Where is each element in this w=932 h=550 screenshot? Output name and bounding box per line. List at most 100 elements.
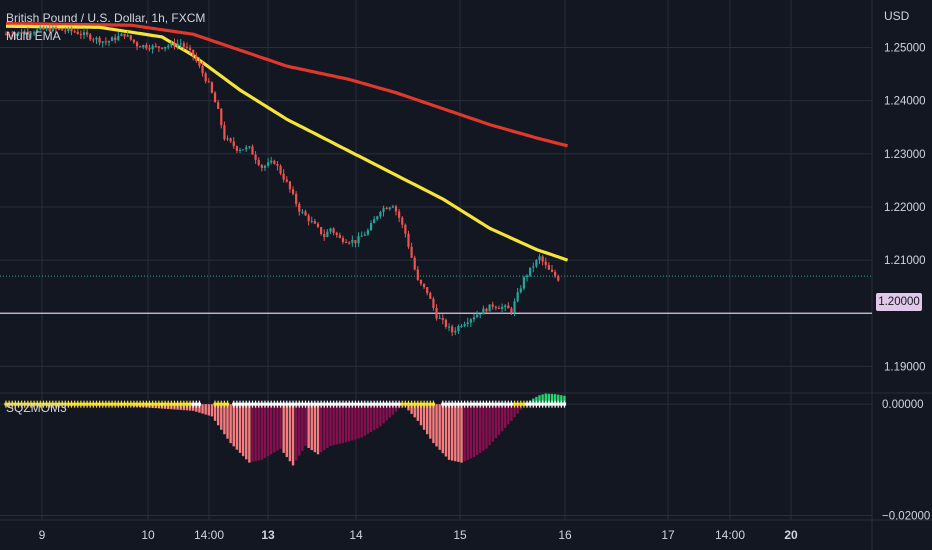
candle-body: [410, 246, 413, 258]
candle-body: [139, 46, 142, 48]
candle-body: [366, 230, 370, 235]
candle-body: [179, 43, 182, 45]
candle-body: [135, 42, 139, 47]
candle-body: [198, 61, 201, 66]
candle-body: [494, 306, 497, 308]
candle-body: [538, 256, 541, 261]
momentum-bar: [310, 404, 313, 451]
momentum-bar: [488, 404, 491, 446]
momentum-bar: [444, 404, 448, 457]
momentum-bar: [248, 404, 251, 463]
momentum-bar: [366, 404, 370, 434]
candle-body: [532, 266, 535, 268]
candle-body: [220, 108, 223, 126]
candle-body: [460, 326, 463, 328]
momentum-bar: [550, 393, 554, 405]
candle-body: [338, 234, 341, 239]
candle-body: [51, 27, 54, 32]
momentum-bar: [410, 404, 413, 414]
candle-body: [54, 27, 58, 30]
candle-body: [17, 31, 20, 34]
momentum-bar: [363, 404, 366, 436]
candle-body: [263, 165, 267, 168]
y-tick-label: 1.19000: [884, 361, 926, 373]
candle-body: [132, 39, 136, 43]
candle-body: [351, 240, 354, 243]
momentum-bar: [479, 404, 482, 453]
candle-body: [176, 43, 179, 47]
momentum-bar: [450, 404, 454, 461]
momentum-bar: [298, 404, 301, 456]
candle-body: [435, 307, 438, 319]
momentum-bar: [270, 404, 273, 455]
momentum-bar: [307, 404, 310, 449]
candle-body: [57, 29, 61, 31]
candle-body: [407, 233, 410, 247]
momentum-bar: [457, 404, 460, 462]
candle-body: [4, 34, 8, 36]
candle-body: [466, 322, 469, 325]
candle-body: [326, 231, 329, 238]
momentum-bar: [535, 396, 538, 405]
candle-body: [320, 227, 323, 235]
candle-body: [335, 232, 338, 235]
momentum-bar: [510, 404, 513, 421]
candle-body: [107, 41, 111, 43]
momentum-bar: [260, 404, 264, 460]
candle-body: [438, 318, 441, 320]
candle-body: [276, 163, 279, 166]
momentum-bar: [469, 404, 473, 459]
candle-body: [419, 279, 423, 284]
candle-body: [170, 42, 173, 46]
momentum-bar: [251, 404, 254, 462]
x-tick-label: 16: [558, 528, 572, 542]
momentum-bar: [229, 404, 232, 444]
momentum-bar: [351, 404, 354, 441]
momentum-bar: [201, 404, 204, 414]
momentum-bar: [516, 404, 519, 414]
momentum-bar: [335, 404, 338, 445]
candle-body: [210, 82, 214, 93]
momentum-bar: [360, 404, 363, 438]
momentum-bar: [466, 404, 469, 460]
candle-body: [29, 33, 33, 35]
candle-body: [36, 29, 39, 33]
candle-body: [285, 179, 288, 182]
momentum-bar: [547, 393, 551, 405]
candle-body: [288, 181, 292, 190]
momentum-bar: [276, 404, 279, 451]
candle-body: [86, 32, 89, 35]
candle-body: [226, 138, 229, 140]
candle-body: [323, 234, 326, 238]
candle-body: [476, 314, 479, 318]
candle-body: [120, 33, 123, 37]
ema-fast-line: [6, 24, 569, 262]
candle-body: [497, 307, 501, 309]
candle-body: [207, 81, 210, 83]
momentum-bar: [416, 404, 420, 421]
candle-body: [522, 277, 526, 289]
candle-body: [204, 73, 207, 82]
momentum-bar: [323, 404, 326, 451]
candle-body: [541, 256, 544, 262]
momentum-bar: [316, 404, 320, 455]
candle-body: [217, 102, 220, 109]
candle-body: [295, 193, 298, 204]
candle-body: [310, 221, 313, 223]
momentum-bar: [232, 404, 235, 447]
momentum-bar: [376, 404, 379, 429]
momentum-bar: [497, 404, 501, 435]
candle-body: [270, 160, 273, 163]
momentum-bar: [485, 404, 488, 449]
candle-body: [110, 37, 114, 42]
candle-body: [67, 28, 70, 32]
candle-body: [235, 146, 238, 151]
candle-body: [373, 219, 376, 224]
momentum-bar: [348, 404, 351, 442]
candle-body: [167, 45, 170, 47]
candle-body: [45, 27, 48, 30]
momentum-bar: [482, 404, 485, 451]
momentum-bar: [210, 404, 214, 417]
candle-body: [114, 37, 117, 41]
